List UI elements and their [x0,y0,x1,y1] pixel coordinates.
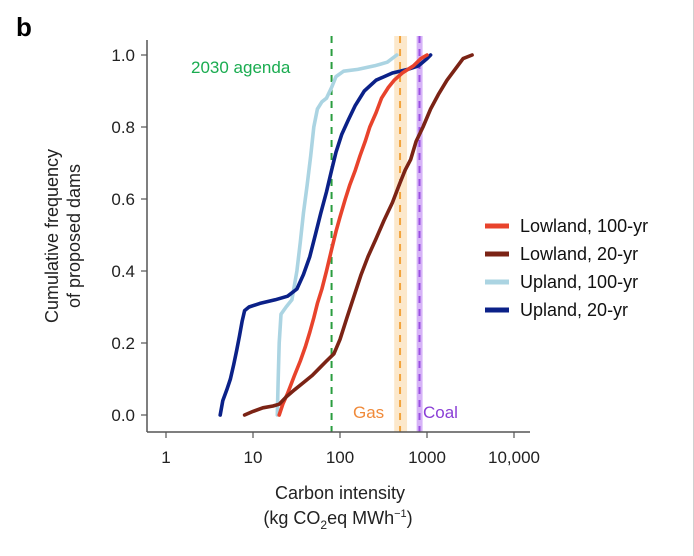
x-tick-label: 10 [244,448,263,467]
x-axis-title-subscript: 2 [320,518,327,532]
legend-label: Lowland, 100-yr [520,216,648,236]
legend: Lowland, 100-yr Lowland, 20-yr Upland, 100… [485,216,648,320]
panel-label: b [16,12,32,42]
annotation-coal: Coal [423,403,458,422]
series-line-upland-20-yr [218,53,433,417]
series-line-upland-100-yr [275,53,399,417]
x-axis-title-mid: eq MWh [327,508,394,528]
y-axis-title-line1: Cumulative frequency [42,149,62,323]
series-lines [218,53,474,417]
x-tick-label: 1 [161,448,170,467]
y-tick-label: 0.2 [111,334,135,353]
x-axis-title-prefix: (kg CO [263,508,320,528]
y-tick-label: 1.0 [111,46,135,65]
reference-lines [330,36,421,432]
x-axis-title-line2: (kg CO2eq MWh−1) [263,508,412,532]
x-axis-ticks: 1 10 100 1000 10,000 [161,432,540,467]
x-axis-title-line1: Carbon intensity [275,483,405,503]
x-axis-title-suffix: ) [407,508,413,528]
y-axis-title: Cumulative frequency of proposed dams [42,149,84,323]
y-tick-label: 0.6 [111,190,135,209]
y-axis-ticks: 0.0 0.2 0.4 0.6 0.8 1.0 [111,46,147,425]
x-axis-title-superscript: −1 [394,508,407,520]
annotation-2030-agenda: 2030 agenda [191,58,291,77]
x-tick-label: 10,000 [488,448,540,467]
y-axis-title-line2: of proposed dams [64,164,84,308]
legend-label: Lowland, 20-yr [520,244,638,264]
y-tick-label: 0.8 [111,118,135,137]
series-line-lowland-100-yr [277,53,429,417]
series-line-lowland-20-yr [242,53,474,417]
annotation-gas: Gas [353,403,384,422]
y-tick-label: 0.4 [111,262,135,281]
x-tick-label: 1000 [408,448,446,467]
reference-bands [394,36,423,432]
y-tick-label: 0.0 [111,406,135,425]
legend-label: Upland, 20-yr [520,300,628,320]
x-tick-label: 100 [326,448,354,467]
legend-label: Upland, 100-yr [520,272,638,292]
